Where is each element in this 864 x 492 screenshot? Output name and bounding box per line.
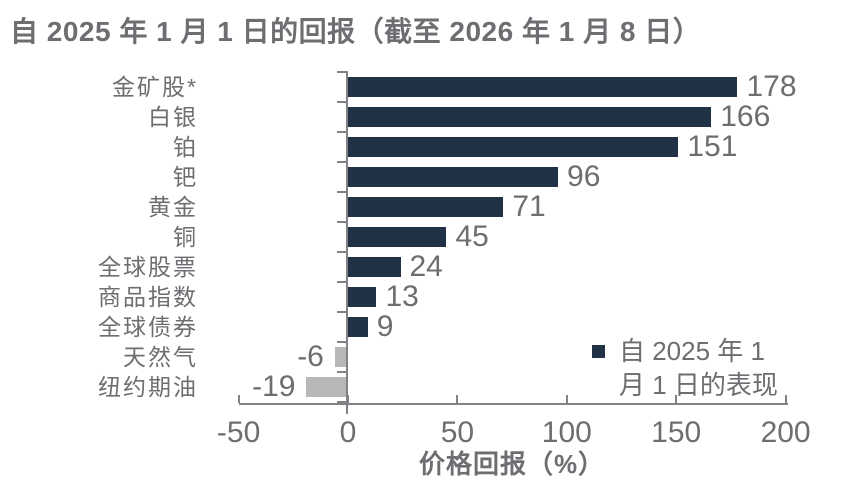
x-axis-line [238,403,788,405]
legend: 自 2025 年 1 月 1 日的表现 [592,334,778,402]
bar [348,197,504,217]
value-label: 166 [720,100,771,133]
category-label: 钯 [173,164,198,190]
x-tick [675,395,678,403]
y-tick [337,161,346,163]
x-tick-label: 0 [339,416,357,449]
category-label: 天然气 [123,344,198,370]
value-label: 96 [567,160,601,193]
x-tick-label: -50 [216,416,261,449]
x-axis-title: 价格回报（%） [418,449,606,479]
bar [348,77,738,97]
category-label: 全球股票 [98,254,198,280]
bar [348,257,401,277]
x-tick [237,395,240,403]
category-label: 纽约期油 [98,374,198,400]
category-label: 商品指数 [98,284,198,310]
value-label: -19 [252,370,296,403]
value-label: 45 [455,220,489,253]
x-tick-label: 200 [760,416,811,449]
value-label: 71 [512,190,546,223]
y-tick [337,221,346,223]
x-tick [565,395,568,403]
y-tick [337,131,346,133]
x-tick-label: 150 [651,416,702,449]
y-tick [337,311,346,313]
bar [334,347,348,367]
bar [348,107,712,127]
legend-label-line2: 月 1 日的表现 [619,370,778,400]
y-tick [337,371,346,373]
bar [348,317,368,337]
y-tick [337,281,346,283]
value-label: -6 [297,340,324,373]
legend-label-line1: 自 2025 年 1 [619,336,765,366]
bar [348,137,679,157]
bar [348,167,559,187]
legend-swatch-icon [592,345,605,358]
y-tick [337,101,346,103]
y-tick [337,191,346,193]
bar [348,227,447,247]
category-label: 铜 [173,224,198,250]
category-label: 黄金 [148,194,198,220]
x-tick [347,395,349,403]
bar [306,377,348,397]
x-tick-label: 50 [440,416,475,449]
chart-title: 自 2025 年 1 月 1 日的回报（截至 2026 年 1 月 8 日） [10,16,702,47]
category-label: 白银 [148,104,198,130]
y-tick [337,341,346,343]
y-tick [337,251,346,253]
x-tick [784,395,787,403]
y-tick [337,401,346,403]
value-label: 178 [746,70,797,103]
legend-label: 自 2025 年 1 月 1 日的表现 [619,334,778,402]
value-label: 9 [376,310,394,343]
bar [348,287,377,307]
value-label: 13 [385,280,419,313]
y-tick [337,71,346,73]
value-label: 151 [687,130,738,163]
value-label: 24 [409,250,443,283]
category-label: 铂 [173,134,198,160]
x-tick [456,395,459,403]
x-tick-label: 100 [541,416,592,449]
category-label: 金矿股* [112,74,198,100]
category-label: 全球债券 [98,314,198,340]
y-axis-line [346,71,348,414]
